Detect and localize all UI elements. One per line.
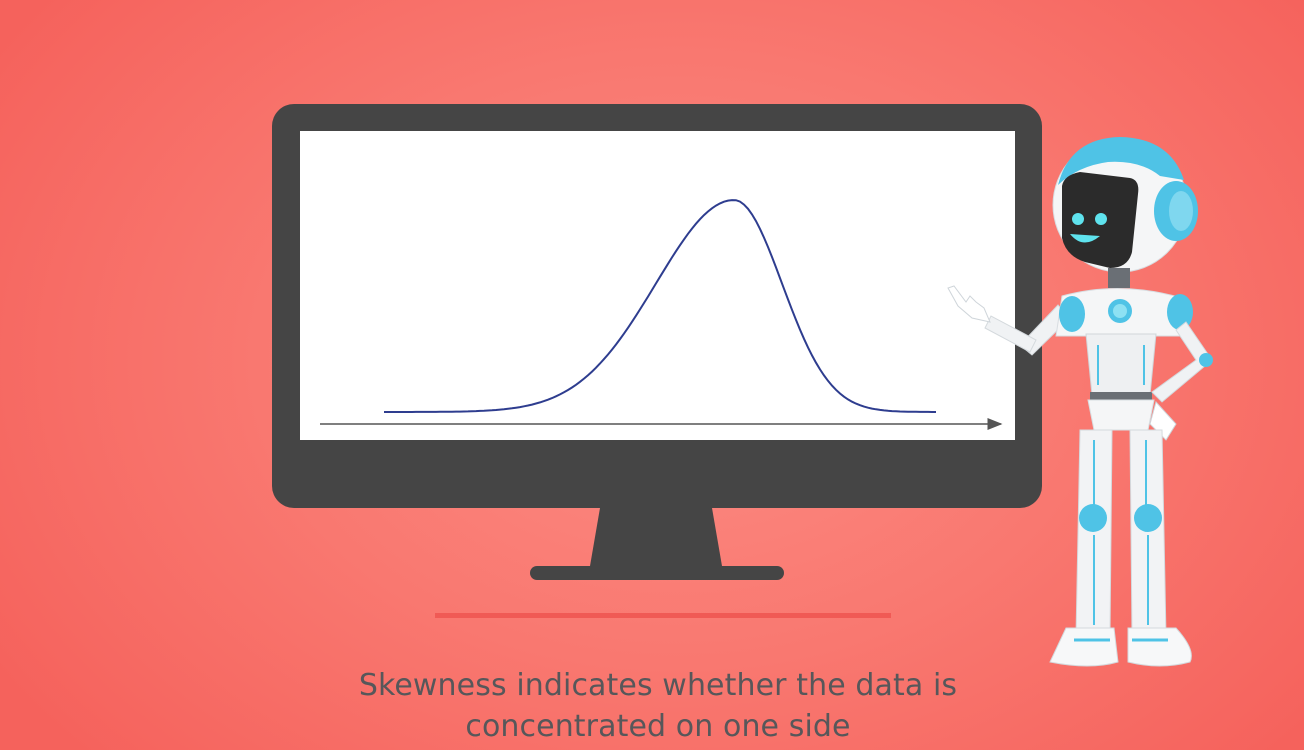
caption-line-2: concentrated on one side	[465, 709, 851, 744]
distribution-chart	[320, 199, 1003, 430]
robot-left-knee	[1079, 504, 1107, 532]
monitor-base	[530, 566, 784, 580]
robot-helmet	[1058, 137, 1184, 185]
robot-hips	[1087, 399, 1155, 431]
robot-right-knee	[1134, 504, 1162, 532]
robot-arm-lower	[984, 315, 1037, 353]
caption-line-1: Skewness indicates whether the data is	[358, 668, 958, 703]
robot-left-eye	[1072, 213, 1084, 225]
caption-text: Skewness indicates whether the data is c…	[300, 665, 1016, 747]
robot-leg-lines	[1093, 440, 1149, 625]
robot-neck	[1108, 268, 1130, 288]
bell-curve	[384, 199, 936, 413]
robot-smile	[1070, 234, 1100, 243]
robot-right-elbow	[1199, 353, 1213, 367]
robot-chest-light-inner	[1113, 304, 1127, 318]
robot-torso	[1085, 333, 1157, 396]
robot-hand	[947, 285, 991, 323]
robot-left-shoulder	[1059, 296, 1085, 332]
robot-right-foot	[1127, 627, 1192, 667]
robot-right-eye	[1095, 213, 1107, 225]
monitor-screen	[300, 131, 1015, 440]
divider-line	[435, 613, 891, 618]
subtitle-overlay	[0, 736, 1304, 750]
robot-left-foot	[1049, 627, 1119, 667]
robot-belt	[1090, 392, 1152, 400]
robot-right-shoulder	[1167, 294, 1193, 330]
robot-ear-inner	[1169, 191, 1193, 231]
robot-character	[947, 137, 1213, 667]
robot-torso-detail	[1097, 345, 1145, 385]
monitor-stand	[590, 508, 722, 566]
monitor-icon	[272, 104, 1042, 580]
